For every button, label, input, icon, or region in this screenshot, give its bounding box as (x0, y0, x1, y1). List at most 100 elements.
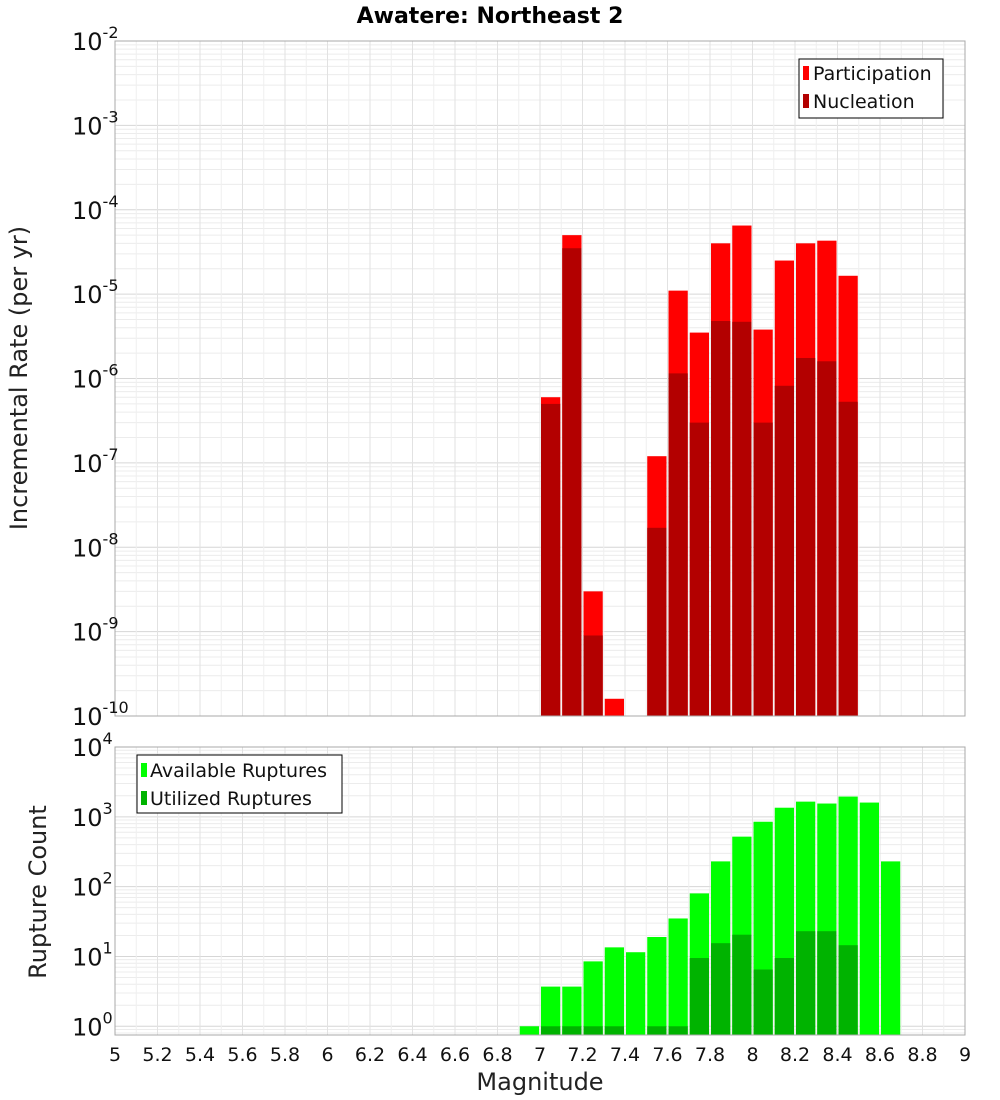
bar-nucleation (753, 422, 773, 716)
legend-label-utilized: Utilized Ruptures (150, 788, 312, 810)
bar-utilized-ruptures (604, 1026, 624, 1035)
x-tick-label: 6.2 (355, 1044, 385, 1066)
x-tick-label: 8 (746, 1044, 758, 1066)
y-tick-text: 10-6 (72, 361, 119, 394)
x-tick-label: 7.6 (652, 1044, 682, 1066)
legend-swatch-nucleation (803, 94, 809, 108)
bar-available-ruptures (541, 986, 561, 1035)
y-tick-text: 10-9 (72, 614, 119, 647)
bottom-y-tick-labels: 100 101 102 103 104 (72, 729, 113, 1041)
bar-available-ruptures (859, 802, 879, 1035)
legend-label-participation: Participation (813, 63, 932, 85)
bar-available-ruptures (626, 952, 646, 1035)
x-tick-label: 5.8 (270, 1044, 300, 1066)
bar-utilized-ruptures (732, 934, 752, 1035)
y-tick-text: 10-5 (72, 276, 119, 309)
bar-participation (604, 698, 624, 716)
bar-utilized-ruptures (796, 931, 816, 1035)
bar-available-ruptures (881, 861, 901, 1035)
bar-nucleation (562, 248, 582, 717)
x-tick-label: 8.2 (780, 1044, 810, 1066)
bottom-legend: Available Ruptures Utilized Ruptures (136, 754, 343, 814)
y-tick-label: 10-6 (72, 361, 119, 394)
bar-available-ruptures (647, 936, 667, 1035)
bar-nucleation (796, 357, 816, 716)
y-tick-label: 10-8 (72, 529, 119, 562)
x-tick-label: 8.4 (822, 1044, 852, 1066)
bar-nucleation (817, 361, 837, 716)
bar-utilized-ruptures (817, 931, 837, 1035)
y-tick-label: 10-4 (72, 192, 119, 225)
bar-utilized-ruptures (838, 945, 858, 1035)
y-tick-text: 10-4 (72, 192, 119, 225)
bar-nucleation (668, 373, 688, 716)
legend-label-available: Available Ruptures (150, 760, 327, 782)
bar-utilized-ruptures (774, 958, 794, 1035)
x-tick-label: 7.2 (567, 1044, 597, 1066)
y-tick-text: 104 (72, 729, 113, 762)
bar-nucleation (689, 422, 709, 716)
y-tick-label: 100 (72, 1008, 113, 1041)
bottom-bars (519, 796, 901, 1035)
y-tick-text: 10-10 (72, 698, 129, 731)
bar-utilized-ruptures (668, 1026, 688, 1035)
top-legend: Participation Nucleation (798, 58, 944, 119)
chart-title: Awatere: Northeast 2 (357, 4, 624, 29)
bar-utilized-ruptures (562, 1026, 582, 1035)
x-tick-label: 8.6 (865, 1044, 895, 1066)
top-bars (541, 225, 858, 717)
x-tick-label: 5.2 (142, 1044, 172, 1066)
x-tick-label: 5 (109, 1044, 121, 1066)
y-tick-label: 103 (72, 799, 113, 832)
x-tick-labels: 5 5.2 5.4 5.6 5.8 6 6.2 6.4 6.6 6.8 7 7.2 7.4 7.6 7.8 8… (109, 1044, 971, 1066)
x-tick-label: 6.6 (440, 1044, 470, 1066)
bar-available-ruptures (519, 1026, 539, 1035)
legend-label-nucleation: Nucleation (813, 91, 915, 113)
bar-nucleation (711, 321, 731, 716)
bar-utilized-ruptures (753, 969, 773, 1035)
y-tick-text: 103 (72, 799, 113, 832)
bar-nucleation (541, 403, 561, 716)
bar-nucleation (732, 321, 752, 716)
legend-swatch-available (141, 763, 147, 777)
y-tick-text: 10-2 (72, 23, 119, 56)
x-axis-title: Magnitude (476, 1068, 603, 1096)
bar-utilized-ruptures (541, 1026, 561, 1035)
bar-available-ruptures (604, 947, 624, 1035)
y-tick-label: 10-7 (72, 445, 119, 478)
x-tick-label: 6.4 (397, 1044, 427, 1066)
y-tick-label: 10-2 (72, 23, 119, 56)
y-tick-text: 10-8 (72, 529, 119, 562)
top-y-axis-title: Incremental Rate (per yr) (5, 226, 33, 530)
top-y-tick-labels: 10-10 10-9 10-8 10-7 10-6 10-5 10-4 10-3 10-2 (72, 23, 129, 731)
y-tick-label: 101 (72, 938, 113, 971)
x-tick-label: 9 (959, 1044, 971, 1066)
y-tick-label: 104 (72, 729, 113, 762)
bottom-y-axis-title: Rupture Count (24, 805, 52, 979)
x-tick-label: 6.8 (482, 1044, 512, 1066)
bottom-legend-box (136, 754, 343, 814)
bar-utilized-ruptures (647, 1026, 667, 1035)
x-tick-label: 7 (534, 1044, 546, 1066)
bar-available-ruptures (583, 961, 603, 1035)
top-gridlines (114, 41, 966, 717)
bar-utilized-ruptures (583, 1026, 603, 1035)
y-tick-text: 10-3 (72, 107, 119, 140)
bar-nucleation (838, 401, 858, 716)
x-tick-label: 7.8 (695, 1044, 725, 1066)
x-tick-label: 6 (321, 1044, 333, 1066)
top-plot-panel: 10-10 10-9 10-8 10-7 10-6 10-5 10-4 10-3 10-2 In… (5, 23, 966, 731)
bottom-plot-panel: 100 101 102 103 104 5 5.2 5.4 5.6 5.8 6 6.2 6.4 6.6 6… (24, 729, 971, 1096)
top-plot-border (114, 40, 966, 717)
x-tick-label: 5.4 (185, 1044, 215, 1066)
y-tick-text: 102 (72, 869, 113, 902)
y-tick-text: 10-7 (72, 445, 119, 478)
y-tick-label: 102 (72, 869, 113, 902)
top-legend-box (798, 58, 944, 119)
bottom-plot-border (114, 746, 966, 1036)
bar-nucleation (583, 635, 603, 716)
legend-swatch-utilized (141, 791, 147, 805)
x-tick-label: 7.4 (610, 1044, 640, 1066)
bar-nucleation (647, 527, 667, 716)
